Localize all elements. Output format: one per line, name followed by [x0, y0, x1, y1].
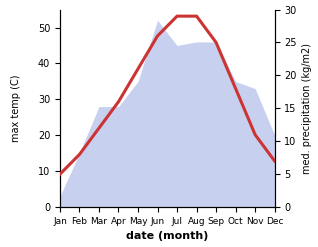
- X-axis label: date (month): date (month): [126, 231, 209, 242]
- Y-axis label: med. precipitation (kg/m2): med. precipitation (kg/m2): [302, 43, 313, 174]
- Y-axis label: max temp (C): max temp (C): [11, 75, 21, 142]
